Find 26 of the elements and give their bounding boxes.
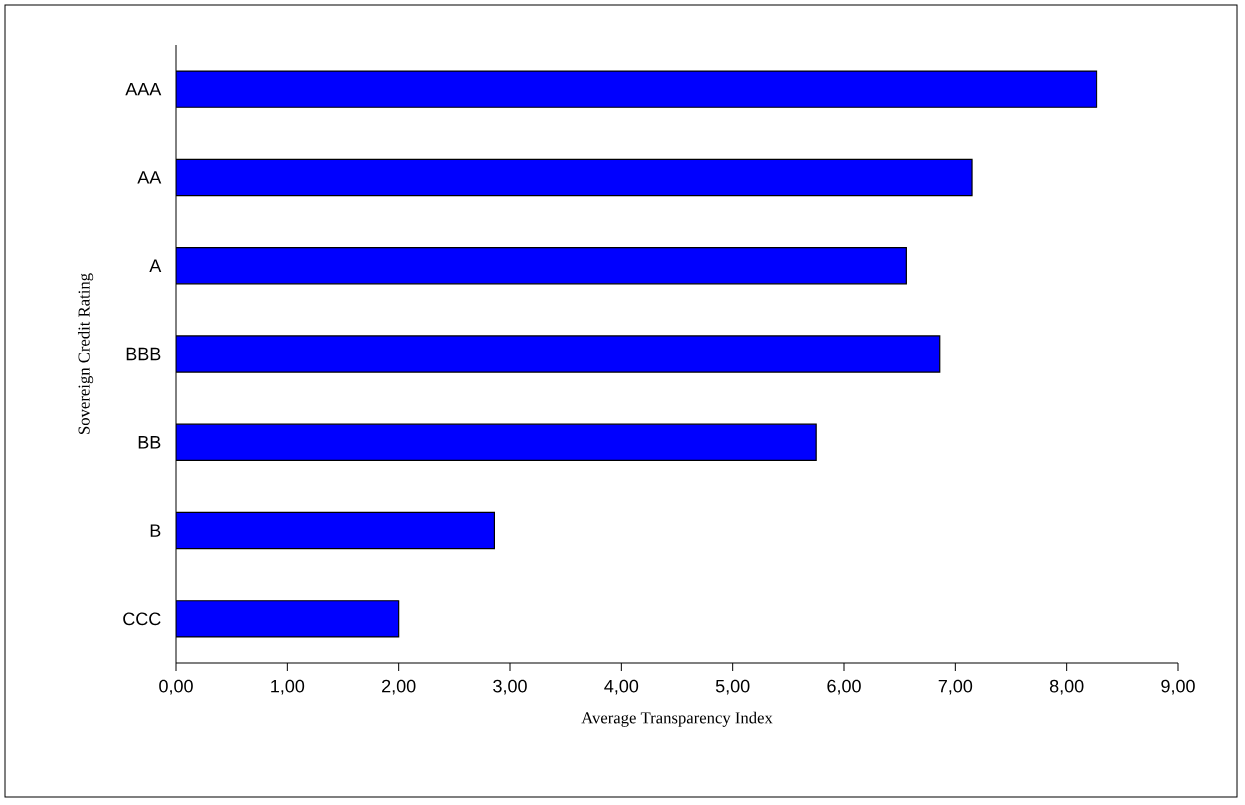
y-tick-label: AAA: [125, 82, 162, 96]
x-tick-label: 1,00: [271, 679, 305, 695]
x-tick-label: 5,00: [715, 679, 750, 695]
y-tick-label: B: [150, 524, 161, 537]
bar: [176, 600, 400, 638]
bar: [176, 511, 496, 550]
x-tick-label: 2,00: [382, 679, 416, 695]
y-tick-label: BB: [138, 436, 161, 449]
bar: [176, 247, 907, 285]
bar: [176, 335, 941, 373]
x-tick-label: 8,00: [1049, 679, 1084, 695]
y-tick-label: A: [149, 259, 162, 272]
x-tick-label: 3,00: [493, 679, 527, 695]
bar: [176, 158, 973, 197]
x-tick-label: 7,00: [938, 679, 973, 695]
x-axis-title: Average Transparency Index: [581, 711, 773, 727]
x-tick-label: 4,00: [604, 679, 639, 695]
bar: [176, 70, 1098, 108]
x-tick-label: 0,00: [159, 679, 193, 695]
y-axis-title: Sovereign Credit Rating: [77, 273, 94, 434]
y-tick-label: BBB: [126, 347, 161, 361]
x-tick-label: 9,00: [1161, 679, 1195, 695]
x-tick-label: 6,00: [827, 679, 861, 695]
y-tick-label: CCC: [123, 612, 161, 626]
y-tick-label: AA: [137, 171, 162, 184]
bar: [176, 423, 817, 461]
